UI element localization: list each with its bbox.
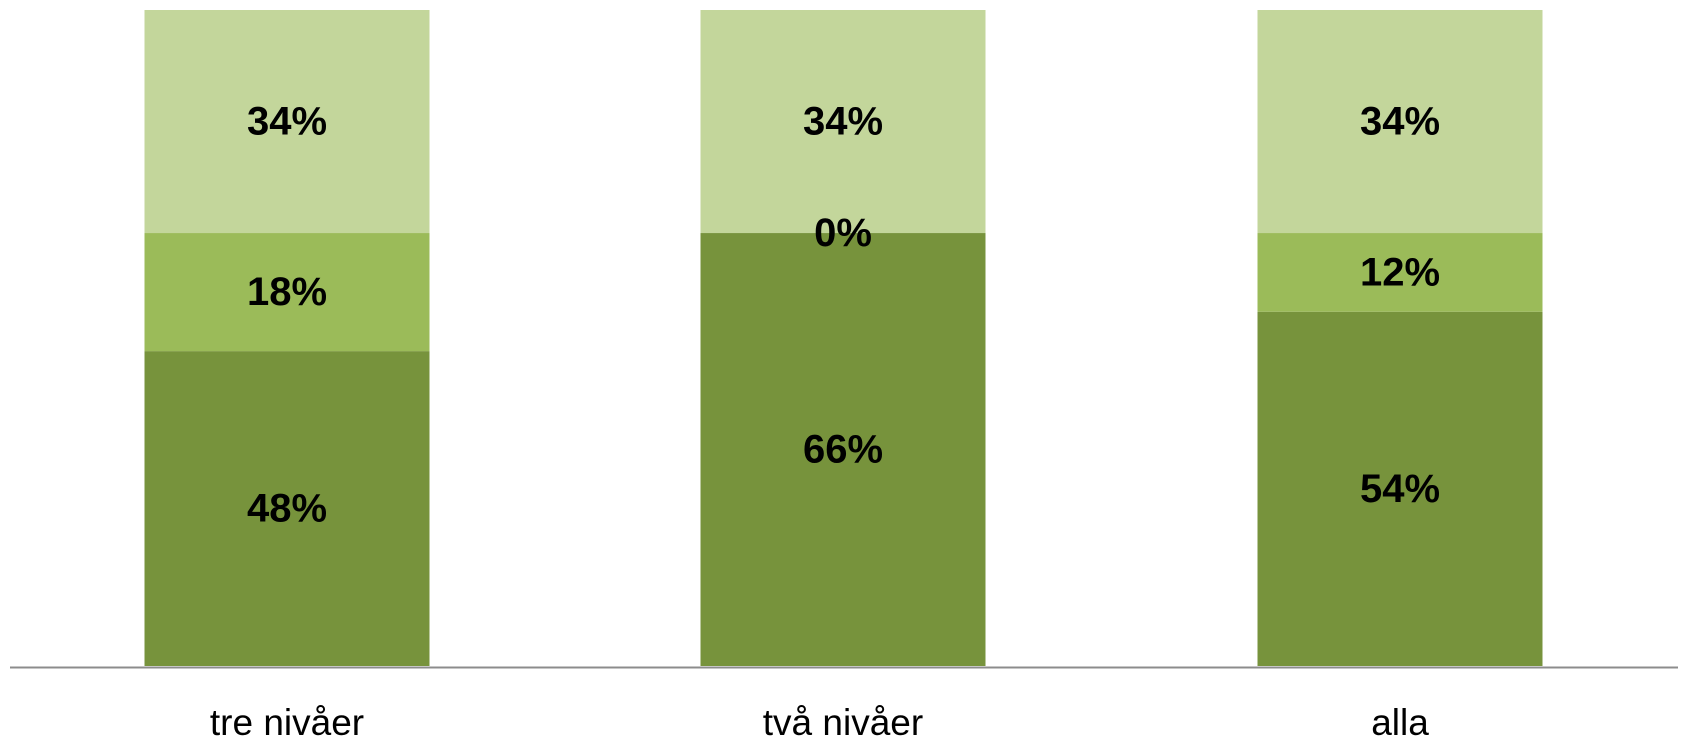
data-label-alla-3: 34%: [1360, 100, 1440, 144]
data-label-tre-nivaer-1: 48%: [247, 487, 327, 531]
bars-layer: [144, 10, 1543, 667]
category-label-alla: alla: [1371, 702, 1429, 741]
category-label-tva-nivaer: två nivåer: [763, 702, 923, 741]
data-labels-layer: 48% 18% 34% 66% 0% 34% 54% 12% 34%: [247, 100, 1440, 531]
bar-segment-tre-nivaer-3: [144, 10, 430, 234]
bar-segment-alla-3: [1257, 10, 1543, 234]
data-label-tre-nivaer-2: 18%: [247, 270, 327, 314]
bar-segment-tva-nivaer-3: [700, 10, 986, 234]
data-label-tre-nivaer-3: 34%: [247, 100, 327, 144]
data-label-tva-nivaer-2: 0%: [814, 211, 872, 255]
data-label-tva-nivaer-1: 66%: [803, 428, 883, 472]
bar-segment-alla-1: [1257, 311, 1543, 666]
bar-segment-tva-nivaer-1: [700, 233, 986, 667]
bar-segment-tre-nivaer-1: [144, 351, 430, 666]
category-labels-layer: tre nivåer två nivåer alla: [210, 702, 1429, 741]
bar-segment-alla-2: [1257, 233, 1543, 312]
data-label-alla-2: 12%: [1360, 250, 1440, 294]
data-label-alla-1: 54%: [1360, 467, 1440, 511]
bar-segment-tre-nivaer-2: [144, 233, 430, 352]
category-label-tre-nivaer: tre nivåer: [210, 702, 364, 741]
data-label-tva-nivaer-3: 34%: [803, 100, 883, 144]
